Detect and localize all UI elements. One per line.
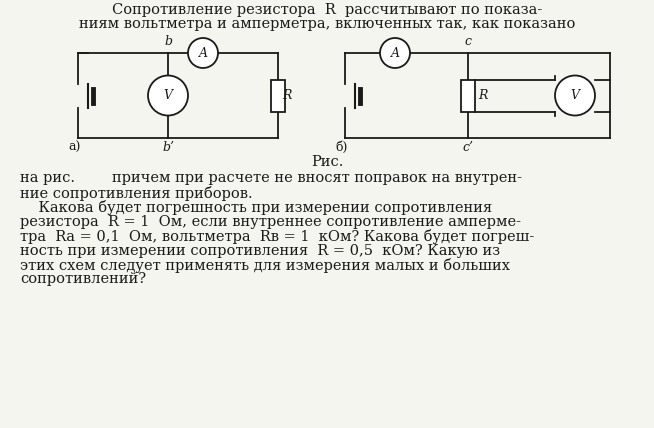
- Text: а): а): [68, 141, 80, 154]
- Text: тра  Rа = 0,1  Ом, вольтметра  Rв = 1  кОм? Какова будет погреш-: тра Rа = 0,1 Ом, вольтметра Rв = 1 кОм? …: [20, 229, 534, 244]
- Text: этих схем следует применять для измерения малых и больших: этих схем следует применять для измерени…: [20, 258, 510, 273]
- Text: резистора  R = 1  Ом, если внутреннее сопротивление амперме-: резистора R = 1 Ом, если внутреннее сопр…: [20, 214, 521, 229]
- Circle shape: [380, 38, 410, 68]
- Text: b: b: [164, 35, 172, 48]
- Text: ность при измерении сопротивления  R = 0,5  кОм? Какую из: ность при измерении сопротивления R = 0,…: [20, 244, 500, 258]
- Text: ниям вольтметра и амперметра, включенных так, как показано: ниям вольтметра и амперметра, включенных…: [79, 17, 575, 31]
- Text: b’: b’: [162, 141, 174, 154]
- Bar: [271, 80, 285, 112]
- Text: сопротивлений?: сопротивлений?: [20, 273, 146, 286]
- Circle shape: [555, 75, 595, 116]
- Text: V: V: [570, 89, 579, 102]
- Text: A: A: [390, 47, 400, 59]
- Text: Рис.: Рис.: [311, 155, 343, 169]
- Text: на рис.        причем при расчете не вносят поправок на внутрен-: на рис. причем при расчете не вносят поп…: [20, 171, 522, 185]
- Circle shape: [148, 75, 188, 116]
- Text: Сопротивление резистора  R  рассчитывают по показа-: Сопротивление резистора R рассчитывают п…: [112, 3, 542, 17]
- Text: R: R: [282, 89, 292, 102]
- Bar: [461, 80, 475, 112]
- Text: ние сопротивления приборов.: ние сопротивления приборов.: [20, 185, 252, 200]
- Text: c’: c’: [462, 141, 473, 154]
- Text: R: R: [478, 89, 487, 102]
- Text: б): б): [335, 141, 347, 154]
- Text: V: V: [164, 89, 173, 102]
- Circle shape: [188, 38, 218, 68]
- Text: c: c: [464, 35, 472, 48]
- Text: Какова будет погрешность при измерении сопротивления: Какова будет погрешность при измерении с…: [20, 200, 492, 215]
- Text: A: A: [199, 47, 207, 59]
